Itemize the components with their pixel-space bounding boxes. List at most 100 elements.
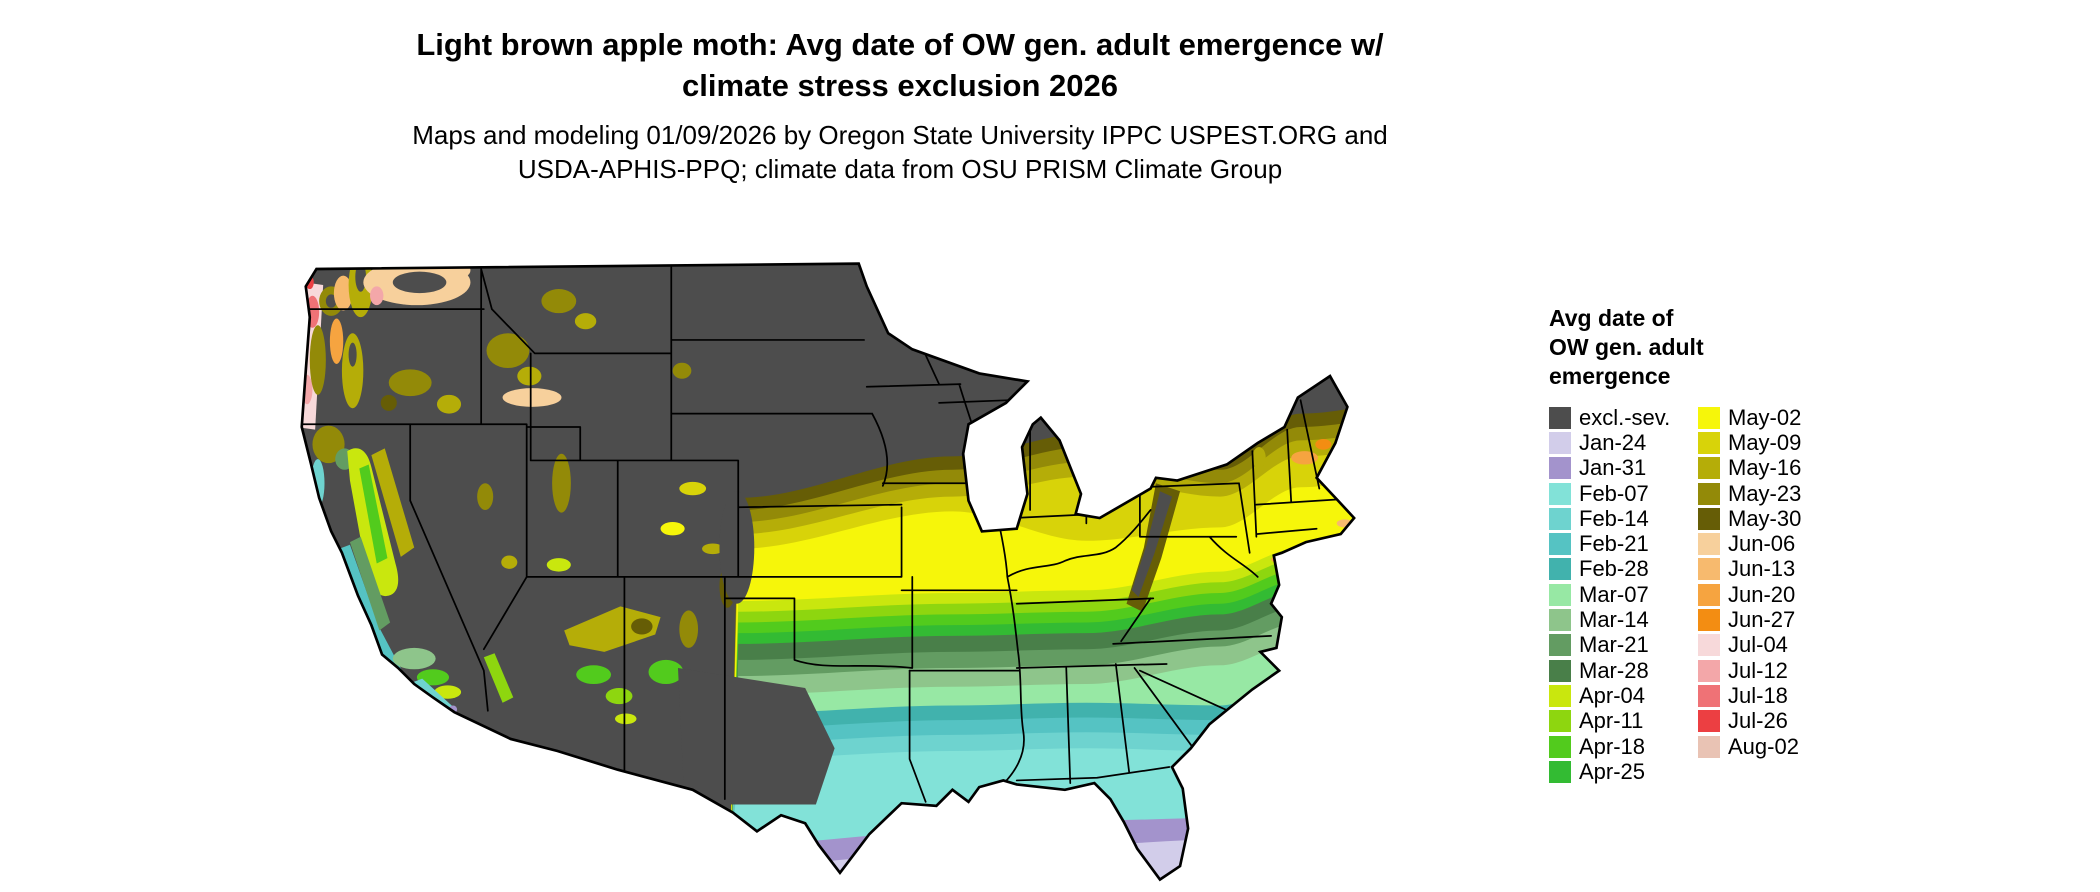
legend-row: Jun-27 — [1698, 607, 1801, 632]
legend-label: Mar-07 — [1579, 581, 1649, 607]
okanogan-peach-spot — [446, 263, 471, 279]
legend-label: Aug-02 — [1728, 733, 1799, 759]
gila-green — [648, 659, 684, 685]
figure-header: Light brown apple moth: Avg date of OW g… — [150, 24, 1650, 186]
legend-label: Apr-04 — [1579, 682, 1646, 708]
legend-swatch — [1698, 507, 1720, 530]
mt-rockies-olive — [541, 289, 577, 314]
legend-title-line1: Avg date of — [1549, 305, 1674, 331]
legend-row: May-30 — [1698, 506, 1801, 531]
legend-row: Apr-25 — [1549, 759, 1698, 784]
legend-label: Jun-27 — [1728, 607, 1796, 633]
legend-label: Jul-26 — [1728, 708, 1788, 734]
legend-title-line3: emergence — [1549, 363, 1671, 389]
legend-row: Jul-04 — [1698, 633, 1801, 658]
legend-swatch — [1549, 710, 1571, 733]
e-oregon-olive-2 — [436, 394, 462, 414]
nv-range-olive — [477, 483, 494, 510]
legend-title-line2: OW gen. adult — [1549, 334, 1704, 360]
nv-range-olive-2 — [501, 555, 518, 569]
legend-row: Apr-11 — [1549, 709, 1698, 734]
legend-row: Jun-06 — [1698, 531, 1801, 556]
wasatch-olive — [552, 453, 571, 513]
legend-swatch — [1549, 609, 1571, 632]
legend-row: May-16 — [1698, 456, 1801, 481]
legend-row: Jul-26 — [1698, 709, 1801, 734]
e-colorado-yellow-spot — [660, 522, 685, 536]
legend-label: Apr-18 — [1579, 733, 1646, 759]
idaho-mtns-olive — [486, 333, 530, 369]
legend-row: Jan-31 — [1549, 456, 1698, 481]
legend-label: May-09 — [1728, 429, 1802, 455]
map-subtitle-line2: USDA-APHIS-PPQ; climate data from OSU PR… — [517, 154, 1283, 184]
ne-wa-pink-spot — [370, 286, 384, 306]
n-ca-coast-teal — [311, 459, 325, 508]
legend-row: May-02 — [1698, 405, 1801, 430]
legend-swatch — [1549, 684, 1571, 707]
legend-swatch — [1549, 533, 1571, 556]
legend-swatch — [1698, 634, 1720, 657]
ca-coast-range-green — [349, 536, 391, 631]
legend-swatch — [1549, 482, 1571, 505]
legend-label: Jun-06 — [1728, 531, 1796, 557]
map-subtitle-line1: Maps and modeling 01/09/2026 by Oregon S… — [412, 120, 1388, 150]
or-cascades-olive — [341, 333, 364, 409]
legend-swatch — [1549, 634, 1571, 657]
legend-swatch — [1698, 533, 1720, 556]
ca-coast-teal — [337, 544, 404, 683]
west-texas-gray — [677, 667, 835, 805]
legend-label: May-30 — [1728, 505, 1802, 531]
legend-row: Aug-02 — [1698, 734, 1801, 759]
map-subtitle: Maps and modeling 01/09/2026 by Oregon S… — [150, 118, 1650, 186]
legend-swatch — [1698, 710, 1720, 733]
puget-lowland-salmon — [333, 275, 353, 311]
legend-swatch — [1549, 431, 1571, 454]
legend-row: Jul-12 — [1698, 658, 1801, 683]
legend-label: Jul-04 — [1728, 632, 1788, 658]
sierra-west-slope-olive — [371, 448, 415, 557]
e-oregon-olive — [388, 369, 432, 397]
legend-label: Jul-12 — [1728, 657, 1788, 683]
legend-swatch — [1549, 659, 1571, 682]
wa-cascades-gray — [355, 263, 367, 292]
legend-label: Mar-21 — [1579, 632, 1649, 658]
legend-swatch — [1698, 735, 1720, 758]
legend-row: Apr-04 — [1549, 683, 1698, 708]
black-hills-olive — [672, 362, 692, 379]
or-cascades-gray — [348, 342, 357, 367]
legend-label: Jan-31 — [1579, 455, 1647, 481]
olympic-mtns-core — [325, 294, 337, 308]
legend-column-1: excl.-sev. Jan-24 Jan-31 Feb-07 — [1549, 405, 1698, 784]
legend-label: Feb-28 — [1579, 556, 1649, 582]
e-colorado-olive-spot — [679, 481, 707, 496]
legend-swatch — [1698, 558, 1720, 581]
s-az-green-2 — [605, 688, 633, 705]
willamette-valley-orange — [329, 318, 344, 365]
legend-column-2: May-02 May-09 May-16 May-23 — [1698, 405, 1801, 784]
legend-row: Mar-28 — [1549, 658, 1698, 683]
legend-row: Apr-18 — [1549, 734, 1698, 759]
legend-row: Jun-13 — [1698, 557, 1801, 582]
e-nm-gray-strip — [719, 491, 755, 604]
s-az-green — [576, 665, 612, 685]
champlain-valley-olive — [1252, 447, 1266, 469]
legend-label: May-02 — [1728, 404, 1802, 430]
snake-plain-tan — [502, 388, 562, 407]
state-borders-west — [301, 265, 927, 803]
map-legend: Avg date of OW gen. adult emergence excl… — [1549, 304, 1801, 784]
legend-row: Feb-14 — [1549, 506, 1698, 531]
legend-swatch — [1698, 406, 1720, 429]
legend-label: Jun-13 — [1728, 556, 1796, 582]
white-mtns-dark-olive — [631, 618, 653, 635]
legend-label: Feb-14 — [1579, 505, 1649, 531]
mt-rockies-olive-2 — [574, 313, 597, 330]
legend-swatch — [1698, 583, 1720, 606]
map-title-line2: climate stress exclusion 2026 — [682, 68, 1118, 103]
legend-label: Mar-28 — [1579, 657, 1649, 683]
legend-row: Feb-07 — [1549, 481, 1698, 506]
legend-row: Jan-24 — [1549, 430, 1698, 455]
state-borders — [301, 265, 1342, 803]
legend-row: Feb-28 — [1549, 557, 1698, 582]
legend-row: May-23 — [1698, 481, 1801, 506]
legend-swatch — [1698, 684, 1720, 707]
